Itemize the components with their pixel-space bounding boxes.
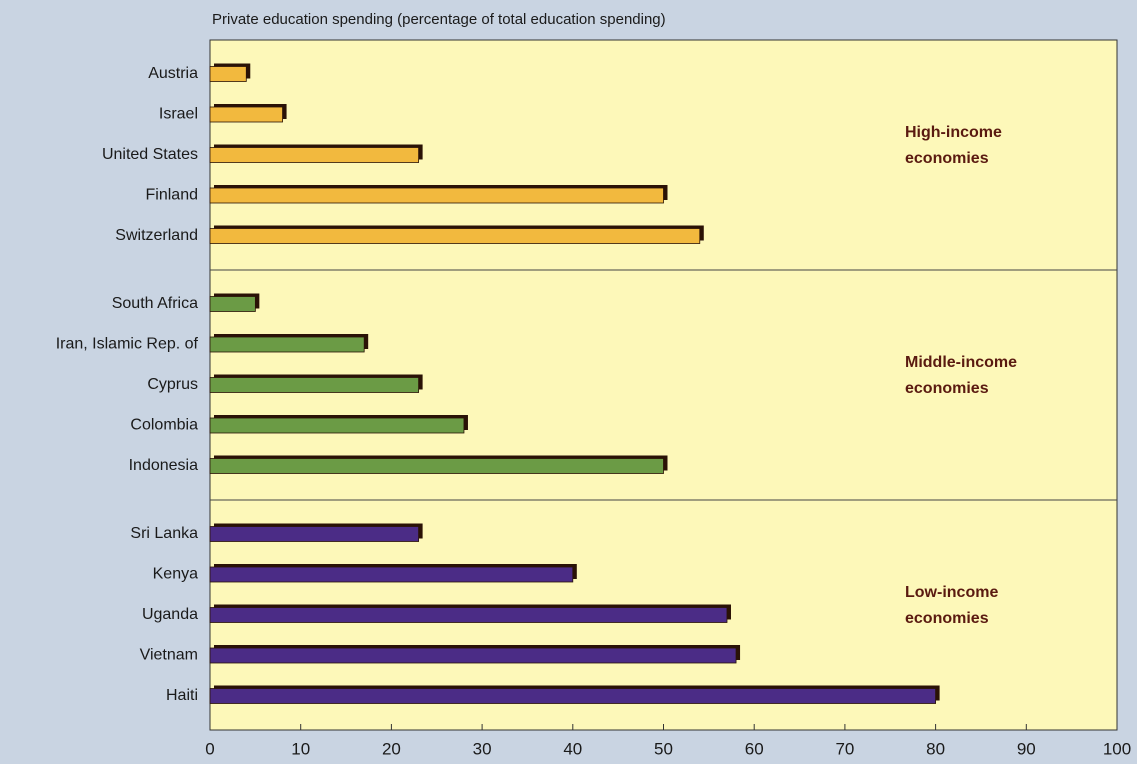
bar (209, 336, 365, 353)
bar (209, 607, 728, 623)
x-tick-label: 20 (382, 739, 401, 758)
y-tick-label: Indonesia (129, 457, 198, 474)
chart-title: Private education spending (percentage o… (212, 11, 666, 28)
y-tick-label: Finland (146, 187, 198, 204)
group-label: Middle-income economies (905, 354, 1018, 397)
y-tick-label: Kenya (153, 566, 198, 583)
bar (209, 106, 283, 123)
x-tick-label: 0 (205, 739, 214, 758)
group-label: High-income economies (905, 124, 1002, 167)
bar (209, 66, 247, 82)
y-tick-label: Colombia (130, 417, 198, 434)
x-tick-label: 100 (1103, 739, 1131, 758)
x-tick-label: 50 (654, 739, 673, 758)
x-tick-label: 70 (835, 739, 854, 758)
bar (209, 228, 701, 244)
bar (209, 458, 664, 474)
bar (209, 187, 664, 204)
y-tick-label: Vietnam (140, 647, 198, 664)
x-tick-label: 30 (473, 739, 492, 758)
bar (209, 417, 465, 434)
y-tick-label: Haiti (166, 687, 198, 704)
bar (209, 647, 737, 664)
group-label: Low-income economies (905, 584, 999, 627)
bar (209, 377, 420, 393)
x-tick-label: 80 (926, 739, 945, 758)
x-tick-label: 60 (745, 739, 764, 758)
bar (209, 566, 574, 583)
y-tick-label: Switzerland (115, 227, 198, 244)
y-tick-label: Israel (159, 106, 198, 123)
x-tick-label: 10 (291, 739, 310, 758)
y-tick-label: Iran, Islamic Rep. of (56, 336, 199, 353)
y-tick-label: Sri Lanka (130, 525, 198, 542)
x-tick-label: 90 (1017, 739, 1036, 758)
bar (209, 147, 420, 163)
bar (209, 296, 256, 312)
y-tick-label: United States (102, 146, 198, 163)
y-tick-label: Austria (148, 65, 198, 82)
x-tick-label: 40 (563, 739, 582, 758)
bar (209, 688, 936, 704)
bar (209, 526, 420, 542)
y-tick-label: Uganda (142, 606, 198, 623)
y-tick-label: Cyprus (147, 376, 198, 393)
y-tick-label: South Africa (112, 295, 198, 312)
